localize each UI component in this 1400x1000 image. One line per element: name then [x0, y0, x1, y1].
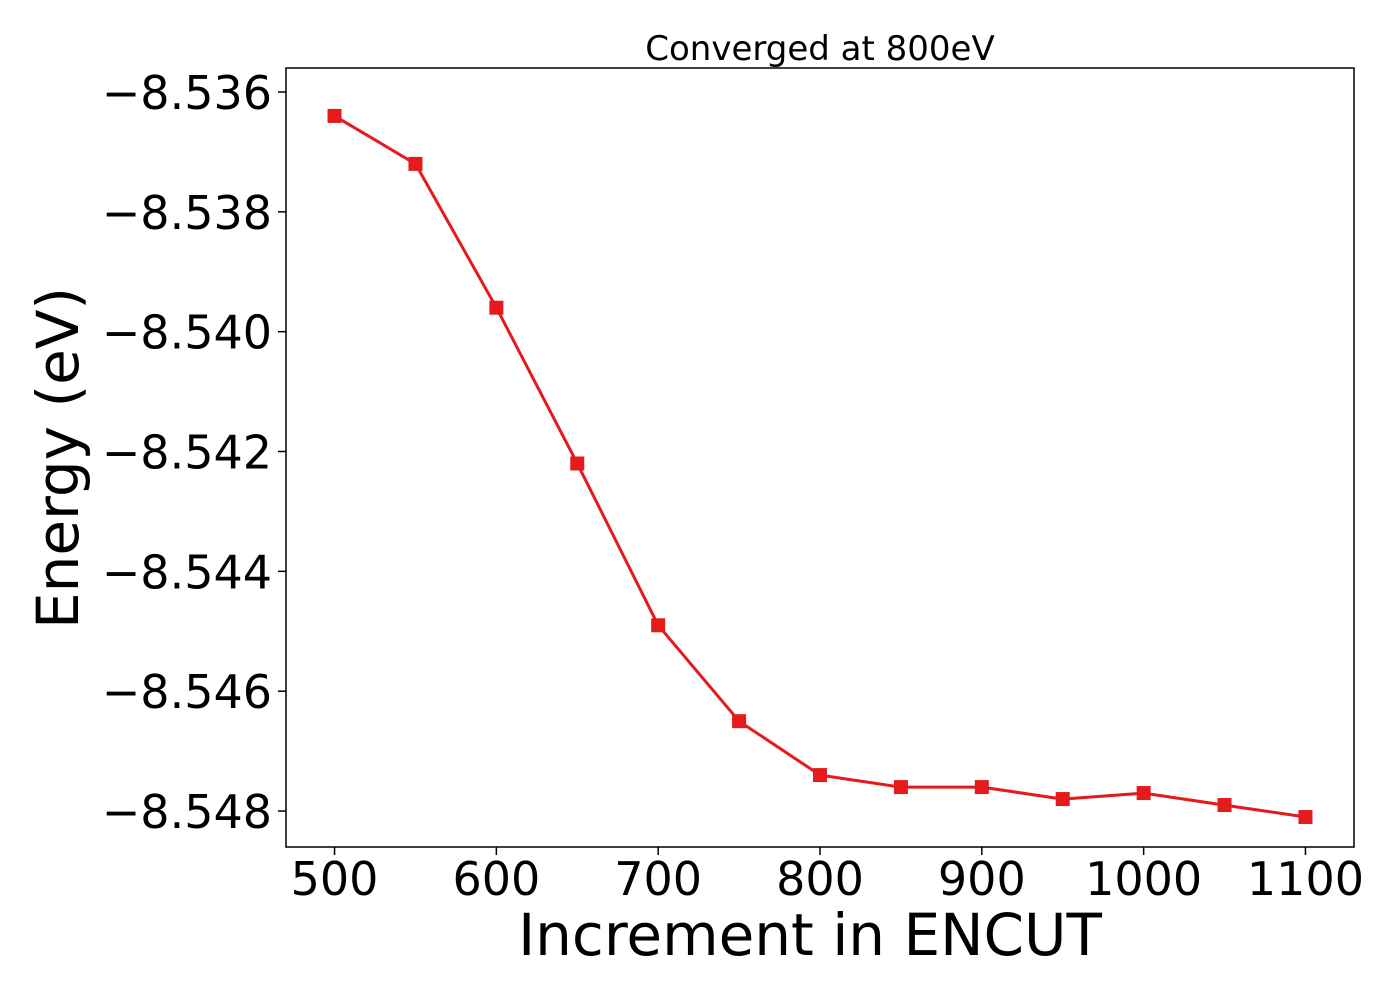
data-point-marker	[1298, 810, 1313, 825]
y-tick-label: −8.544	[102, 545, 272, 599]
series-layer	[327, 108, 1313, 825]
y-tick-label: −8.540	[102, 306, 272, 360]
x-tick-label: 900	[938, 852, 1026, 906]
data-point-marker	[974, 780, 989, 795]
data-point-marker	[489, 300, 504, 315]
x-tick-label: 700	[614, 852, 702, 906]
chart-title: Converged at 800eV	[645, 29, 994, 69]
data-point-marker	[570, 456, 585, 471]
data-point-marker	[732, 714, 747, 729]
y-axis: −8.536 −8.538 −8.540 −8.542 −8.544 −8.546 −8.5…	[102, 66, 286, 839]
y-axis-title: Energy (eV)	[24, 287, 92, 629]
data-point-marker	[651, 618, 666, 633]
x-tick-label: 1100	[1247, 852, 1364, 906]
x-tick-label: 600	[452, 852, 540, 906]
y-tick-label: −8.542	[102, 426, 272, 480]
y-tick-label: −8.538	[102, 186, 272, 240]
x-tick-label: 500	[291, 852, 379, 906]
data-point-marker	[1055, 792, 1070, 807]
y-tick-label: −8.536	[102, 66, 272, 120]
x-axis-title: Increment in ENCUT	[518, 901, 1102, 969]
x-tick-label: 800	[776, 852, 864, 906]
data-point-marker	[813, 768, 827, 783]
data-point-marker	[327, 108, 342, 123]
series-line	[333, 114, 1306, 819]
x-axis: 500 600 700 800 900 1000 1100	[291, 847, 1364, 906]
data-point-marker	[408, 156, 423, 171]
data-point-marker	[1217, 798, 1232, 813]
y-tick-label: −8.546	[102, 665, 272, 719]
y-tick-label: −8.548	[102, 785, 272, 839]
x-tick-label: 1000	[1085, 852, 1202, 906]
plot-area-frame	[285, 67, 1355, 848]
data-point-marker	[893, 780, 908, 795]
data-point-marker	[1136, 786, 1151, 801]
